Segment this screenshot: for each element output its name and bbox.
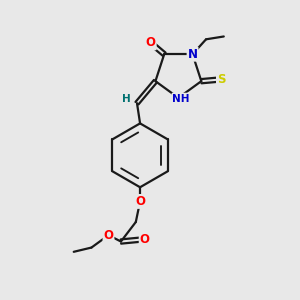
Text: N: N xyxy=(188,48,198,61)
Text: NH: NH xyxy=(172,94,190,103)
Text: O: O xyxy=(146,36,156,50)
Text: O: O xyxy=(103,229,113,242)
Text: H: H xyxy=(122,94,131,104)
Text: S: S xyxy=(217,73,225,86)
Text: O: O xyxy=(135,195,145,208)
Text: O: O xyxy=(140,233,150,246)
